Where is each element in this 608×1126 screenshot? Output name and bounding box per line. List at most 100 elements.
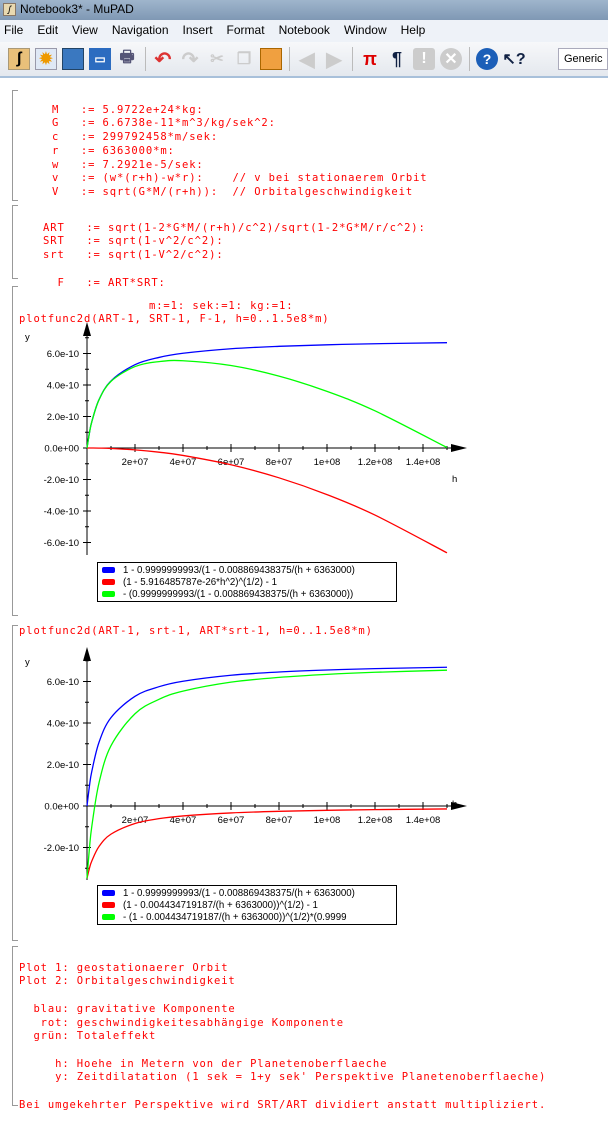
legend-entry: - (1 - 0.004434719187/(h + 6363000))^(1/… [102, 911, 396, 923]
x-axis-arrow [451, 802, 467, 810]
legend-swatch-blue [102, 890, 115, 896]
green-series-line [86, 359, 448, 449]
menu-window[interactable]: Window [343, 23, 387, 37]
menu-edit[interactable]: Edit [37, 23, 59, 37]
y-axis-label: y [25, 332, 30, 343]
y-tick-label: 2.0e-10 [47, 412, 79, 423]
plot-1-legend: 1 - 0.9999999993/(1 - 0.008869438375/(h … [97, 562, 397, 602]
notes-text[interactable]: Plot 1: geostationaerer Orbit Plot 2: Orb… [19, 961, 547, 1111]
y-axis-label: y [25, 657, 30, 668]
x-tick-label: 8e+07 [266, 815, 293, 826]
style-select[interactable]: Generic [558, 48, 608, 70]
new-notebook-icon[interactable]: ʃ [8, 48, 30, 70]
legend-entry: 1 - 0.9999999993/(1 - 0.008869438375/(h … [102, 564, 396, 576]
factors-input[interactable]: ART := sqrt(1-2*G*M/(r+h)/c^2)/sqrt(1-2*… [43, 221, 426, 289]
y-tick-label: -4.0e-10 [44, 507, 79, 518]
undo-icon[interactable]: ↶ [154, 48, 172, 71]
input-region-bracket[interactable] [12, 90, 18, 201]
red-series-line [86, 808, 448, 879]
legend-swatch-red [102, 579, 115, 585]
new-editor-icon[interactable]: ✹ [35, 48, 57, 70]
red-series-line [86, 447, 448, 554]
menu-bar: File Edit View Navigation Insert Format … [0, 20, 608, 42]
menu-navigation[interactable]: Navigation [111, 23, 169, 37]
plot-2[interactable]: y h 2e+07 4e+07 6e+07 8e+07 1e+08 1.2e+08 1.4e+0… [15, 645, 475, 885]
menu-file[interactable]: File [4, 23, 24, 37]
insert-calculation-icon[interactable]: π [363, 48, 377, 69]
back-icon[interactable]: ◀ [299, 48, 315, 71]
y-tick-label: -2.0e-10 [44, 843, 79, 854]
y-tick-label: 6.0e-10 [47, 677, 79, 688]
x-axis-label: h [452, 474, 457, 485]
y-tick-label: 4.0e-10 [47, 381, 79, 392]
insert-text-icon[interactable]: ¶ [391, 48, 402, 69]
print-icon[interactable]: 🖶 [119, 48, 135, 66]
y-tick-label: 4.0e-10 [47, 719, 79, 730]
constants-input[interactable]: M := 5.9722e+24*kg: G := 6.6738e-11*m^3/k… [52, 103, 428, 198]
menu-notebook[interactable]: Notebook [278, 23, 330, 37]
copy-icon[interactable]: ❐ [236, 51, 252, 68]
y-tick-label: -6.0e-10 [44, 538, 79, 549]
toolbar-separator [145, 47, 146, 71]
text-region-bracket[interactable] [12, 946, 18, 1106]
x-tick-label: 8e+07 [266, 457, 293, 468]
legend-entry: (1 - 5.916485787e-26*h^2)^(1/2) - 1 [102, 576, 396, 588]
x-tick-label: 2e+07 [122, 457, 149, 468]
y-tick-label: 2.0e-10 [47, 760, 79, 771]
title-bar: ʃ Notebook3* - MuPAD [0, 0, 608, 20]
input-region-bracket[interactable] [12, 625, 18, 941]
plot-1[interactable]: y h 2e+07 4e+07 6e+07 8e+07 1e+08 1.2e+08 1.4e+0… [15, 320, 475, 560]
x-tick-label: 1.2e+08 [358, 815, 393, 826]
menu-format[interactable]: Format [226, 23, 265, 37]
x-tick-label: 1e+08 [314, 815, 341, 826]
cut-icon[interactable]: ✂ [210, 51, 224, 68]
toolbar: ʃ ✹ ▭ 🖶 ↶ ↷ ✂ ❐ ◀ ▶ π ¶ ! ✕ ? ↖? Generic [0, 42, 608, 78]
redo-icon[interactable]: ↷ [181, 48, 199, 71]
stop-icon[interactable]: ✕ [440, 48, 462, 70]
legend-swatch-green [102, 591, 115, 597]
menu-help[interactable]: Help [400, 23, 426, 37]
x-tick-label: 2e+07 [122, 815, 149, 826]
save-icon[interactable]: ▭ [89, 48, 111, 70]
paste-icon[interactable] [260, 48, 282, 70]
legend-swatch-green [102, 914, 115, 920]
open-icon[interactable] [62, 48, 84, 70]
input-region-bracket[interactable] [12, 286, 18, 616]
x-tick-label: 1e+08 [314, 457, 341, 468]
legend-entry: 1 - 0.9999999993/(1 - 0.008869438375/(h … [102, 887, 396, 899]
legend-swatch-blue [102, 567, 115, 573]
plot2-command-input[interactable]: plotfunc2d(ART-1, srt-1, ART*srt-1, h=0.… [19, 625, 373, 637]
x-axis-arrow [451, 444, 467, 452]
toolbar-separator [289, 47, 290, 71]
x-tick-label: 4e+07 [170, 457, 197, 468]
input-region-bracket[interactable] [12, 205, 18, 279]
y-tick-label: -2.0e-10 [44, 475, 79, 486]
help-icon[interactable]: ? [476, 48, 498, 70]
legend-entry: - (0.9999999993/(1 - 0.008869438375/(h +… [102, 588, 396, 600]
x-axis-label: h [452, 799, 457, 810]
plot1-command-input[interactable]: m:=1: sek:=1: kg:=1: plotfunc2d(ART-1, SR… [19, 299, 330, 326]
y-axis-arrow [83, 647, 91, 661]
x-tick-label: 6e+07 [218, 457, 245, 468]
toolbar-separator [352, 47, 353, 71]
blue-series-line [86, 342, 448, 449]
blue-series-line [86, 666, 448, 807]
evaluate-icon[interactable]: ! [413, 48, 435, 70]
menu-view[interactable]: View [72, 23, 98, 37]
green-series-line [86, 669, 448, 879]
toolbar-separator [469, 47, 470, 71]
plot-2-legend: 1 - 0.9999999993/(1 - 0.008869438375/(h … [97, 885, 397, 925]
y-tick-label: 0.0e+00 [44, 444, 79, 455]
window-title: Notebook3* - MuPAD [20, 2, 134, 16]
legend-entry: (1 - 0.004434719187/(h + 6363000))^(1/2)… [102, 899, 396, 911]
x-tick-label: 6e+07 [218, 815, 245, 826]
legend-swatch-red [102, 902, 115, 908]
forward-icon[interactable]: ▶ [326, 48, 342, 71]
context-help-icon[interactable]: ↖? [502, 51, 526, 68]
menu-insert[interactable]: Insert [182, 23, 213, 37]
x-tick-label: 1.2e+08 [358, 457, 393, 468]
mupad-app-icon: ʃ [3, 3, 16, 16]
y-axis-arrow [83, 322, 91, 336]
y-tick-label: 6.0e-10 [47, 349, 79, 360]
y-tick-label: 0.0e+00 [44, 802, 79, 813]
